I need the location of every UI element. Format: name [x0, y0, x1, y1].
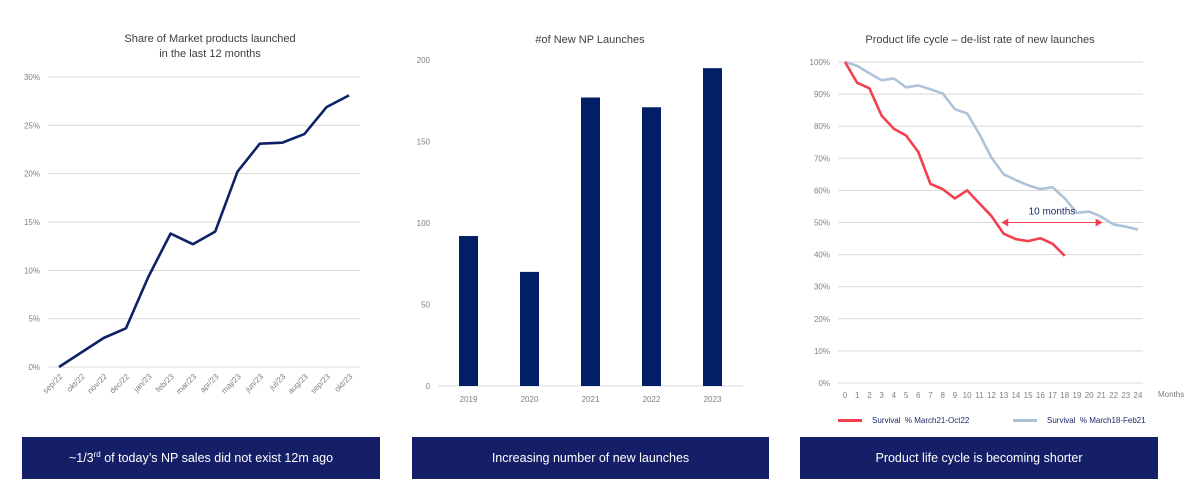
x-tick-label: feb/23	[154, 372, 176, 394]
legend-swatch-blue	[1013, 419, 1037, 422]
x-tick-label: nov/22	[86, 372, 110, 396]
x-tick-label: jan/23	[131, 372, 154, 395]
x-tick-label: 16	[1036, 391, 1045, 400]
y-tick-label: 0%	[818, 379, 830, 388]
bar-2019	[459, 236, 478, 386]
share-chart-title: Share of Market products launched in the…	[60, 32, 360, 62]
x-tick-label: 1	[855, 391, 860, 400]
y-tick-label: 0%	[28, 363, 40, 372]
legend-label-recent: Survival % March21-Oct22	[872, 416, 970, 425]
x-tick-label: 7	[928, 391, 933, 400]
life-cycle-chart-title: Product life cycle – de-list rate of new…	[865, 34, 1095, 46]
launches-chart-title: #of New NP Launches	[535, 34, 645, 46]
share-chart-title-line1: Share of Market products launched	[124, 33, 296, 45]
x-tick-label: 3	[879, 391, 884, 400]
x-tick-label: 5	[904, 391, 909, 400]
x-tick-label: 2	[867, 391, 872, 400]
y-tick-label: 5%	[28, 315, 40, 324]
y-tick-label: 150	[417, 138, 431, 147]
annotation-label: 10 months	[1029, 207, 1076, 218]
x-tick-label: 11	[975, 391, 984, 400]
x-tick-label: 18	[1060, 391, 1069, 400]
x-tick-label: 14	[1011, 391, 1020, 400]
y-tick-label: 50%	[814, 219, 830, 228]
x-tick-label: 9	[953, 391, 958, 400]
x-tick-label: 12	[987, 391, 996, 400]
share-banner: ~1/3rd of today’s NP sales did not exist…	[22, 437, 380, 479]
x-tick-label: dec/22	[108, 372, 132, 396]
share-chart-title-line2: in the last 12 months	[159, 48, 261, 60]
y-tick-label: 80%	[814, 122, 830, 131]
y-tick-label: 100	[417, 219, 431, 228]
y-tick-label: 10%	[24, 266, 40, 275]
x-tick-label: 2020	[521, 395, 539, 404]
x-tick-label: 15	[1024, 391, 1033, 400]
arrow-right-icon	[1095, 218, 1103, 227]
y-tick-label: 30%	[24, 73, 40, 82]
y-tick-label: 10%	[814, 347, 830, 356]
x-tick-label: 4	[892, 391, 897, 400]
share-line	[58, 94, 350, 369]
y-tick-label: 50	[421, 301, 430, 310]
legend-swatch-red	[838, 419, 862, 422]
legend-item-older: Survival % March18-Feb21	[1013, 416, 1146, 425]
bar-2021	[581, 97, 600, 387]
x-tick-label: 17	[1048, 391, 1057, 400]
y-tick-label: 20%	[814, 315, 830, 324]
y-tick-label: 90%	[814, 90, 830, 99]
y-tick-label: 70%	[814, 154, 830, 163]
x-tick-label: 24	[1134, 391, 1143, 400]
x-tick-label: 2023	[704, 395, 722, 404]
survival-line-recent	[843, 61, 1066, 257]
bar-2023	[703, 68, 722, 387]
x-tick-label: sep/22	[41, 372, 65, 396]
x-tick-label: jul/23	[267, 372, 288, 393]
y-tick-label: 30%	[814, 283, 830, 292]
x-tick-label: sep/23	[309, 372, 333, 396]
launches-banner: Increasing number of new launches	[412, 437, 769, 479]
y-tick-label: 20%	[24, 170, 40, 179]
x-tick-label: 20	[1085, 391, 1094, 400]
x-tick-label: okt/22	[65, 372, 87, 394]
share-of-market-panel: Share of Market products launched in the…	[0, 0, 400, 487]
survival-line-older	[844, 60, 1139, 231]
x-tick-label: 10	[963, 391, 972, 400]
y-tick-label: 100%	[810, 58, 830, 67]
x-tick-label: 6	[916, 391, 921, 400]
x-tick-label: apr/23	[198, 372, 221, 395]
y-tick-label: 200	[417, 56, 431, 65]
share-banner-text: ~1/3rd of today’s NP sales did not exist…	[68, 450, 334, 466]
x-tick-label: 0	[843, 391, 848, 400]
y-tick-label: 0	[426, 382, 431, 391]
x-tick-label: 2019	[460, 395, 478, 404]
bar-2022	[642, 107, 661, 387]
x-tick-label: 2021	[582, 395, 600, 404]
x-tick-label: 19	[1073, 391, 1082, 400]
arrow-left-icon	[1001, 218, 1009, 227]
y-tick-label: 25%	[24, 121, 40, 130]
share-of-market-line-chart: 0% 5% 10% 15% 20% 25% 30% sep/22 okt/22nov/22dec…	[24, 73, 360, 396]
x-tick-label: mar/23	[174, 372, 198, 396]
x-tick-label: 23	[1121, 391, 1130, 400]
y-tick-label: 15%	[24, 218, 40, 227]
legend-item-recent: Survival % March21-Oct22	[838, 416, 969, 425]
life-cycle-banner: Product life cycle is becoming shorter	[800, 437, 1158, 479]
x-tick-label: jun/23	[243, 372, 266, 395]
legend-label-older: Survival % March18-Feb21	[1047, 416, 1146, 425]
x-tick-label: 8	[940, 391, 945, 400]
x-tick-label: 13	[999, 391, 1008, 400]
x-axis-unit: Months	[1158, 390, 1184, 399]
bar-2020	[520, 271, 539, 386]
x-tick-label: 22	[1109, 391, 1118, 400]
y-tick-label: 60%	[814, 186, 830, 195]
x-tick-label: 2022	[643, 395, 661, 404]
x-tick-label: maj/23	[220, 372, 244, 396]
x-tick-label: aug/23	[286, 372, 310, 396]
x-tick-label: 21	[1097, 391, 1106, 400]
x-tick-label: okt/23	[333, 372, 355, 394]
y-tick-label: 40%	[814, 251, 830, 260]
